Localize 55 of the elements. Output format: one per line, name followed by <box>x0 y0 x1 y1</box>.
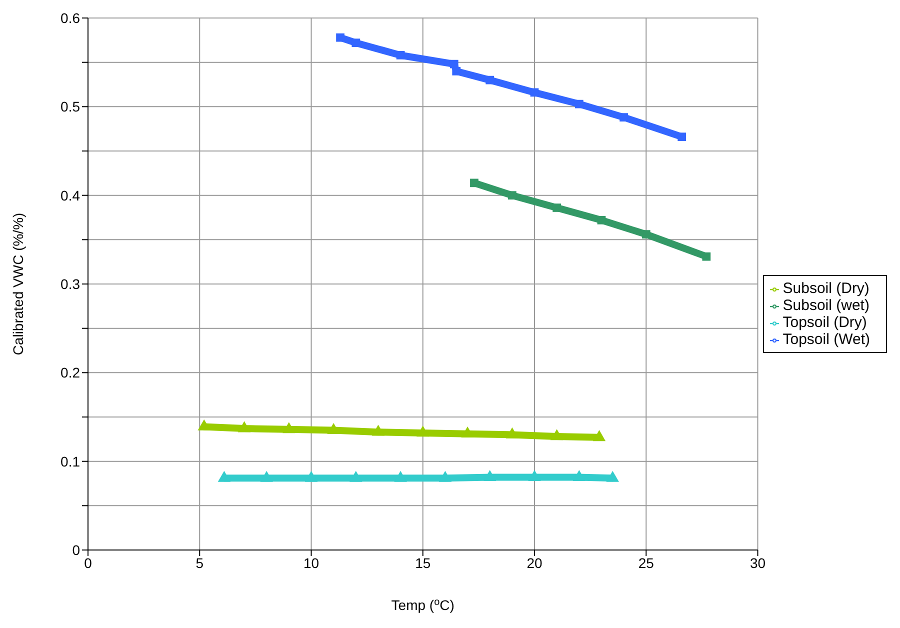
y-tick-label: 0.5 <box>60 98 80 115</box>
point <box>260 470 273 482</box>
y-tick-label: 0.6 <box>60 10 80 26</box>
point <box>678 132 686 141</box>
point <box>327 422 340 434</box>
x-tick-label: 15 <box>415 554 431 571</box>
point <box>506 427 519 438</box>
point <box>416 426 430 437</box>
point <box>530 88 539 97</box>
point <box>552 204 562 212</box>
point <box>620 113 628 122</box>
y-tick-label: 0 <box>72 542 80 558</box>
point <box>483 470 496 481</box>
legend-label: Subsoil (wet) <box>782 297 870 314</box>
point <box>550 429 564 440</box>
point <box>372 424 385 436</box>
legend-label: Topsoil (Wet) <box>782 331 870 348</box>
point <box>606 470 619 482</box>
point <box>438 470 452 482</box>
point <box>394 470 407 482</box>
point <box>470 178 478 188</box>
y-axis-title: Calibrated VWC (%/%) <box>10 212 26 356</box>
x-tick-label: 5 <box>196 554 204 571</box>
y-tick-label: 0.2 <box>60 364 80 381</box>
point <box>572 470 586 481</box>
point <box>642 230 650 239</box>
legend-label: Topsoil (Dry) <box>782 314 867 331</box>
point <box>702 252 711 261</box>
y-tick-label: 0.1 <box>60 453 80 470</box>
point <box>452 67 461 76</box>
point <box>282 422 296 434</box>
point <box>592 430 606 442</box>
point <box>304 470 318 482</box>
point <box>198 419 210 430</box>
x-tick-label: 25 <box>638 554 654 571</box>
x-tick-label: 30 <box>750 554 766 571</box>
point <box>597 216 606 224</box>
point <box>350 470 362 482</box>
x-tick-label: 0 <box>84 554 92 571</box>
point <box>486 76 494 84</box>
x-tick-label: 10 <box>303 554 320 571</box>
point <box>508 191 516 200</box>
point <box>574 100 584 108</box>
y-tick-label: 0.3 <box>60 276 80 292</box>
point <box>352 38 360 48</box>
point <box>336 33 344 42</box>
point <box>396 51 405 60</box>
point <box>218 470 231 482</box>
point <box>528 470 541 481</box>
x-axis-title: Temp ($^{o}$C) <box>391 596 454 613</box>
point <box>461 426 474 438</box>
y-tick-label: 0.4 <box>60 187 80 204</box>
legend-label: Subsoil (Dry) <box>782 280 870 297</box>
x-tick-label: 20 <box>526 554 542 571</box>
point <box>238 421 251 432</box>
